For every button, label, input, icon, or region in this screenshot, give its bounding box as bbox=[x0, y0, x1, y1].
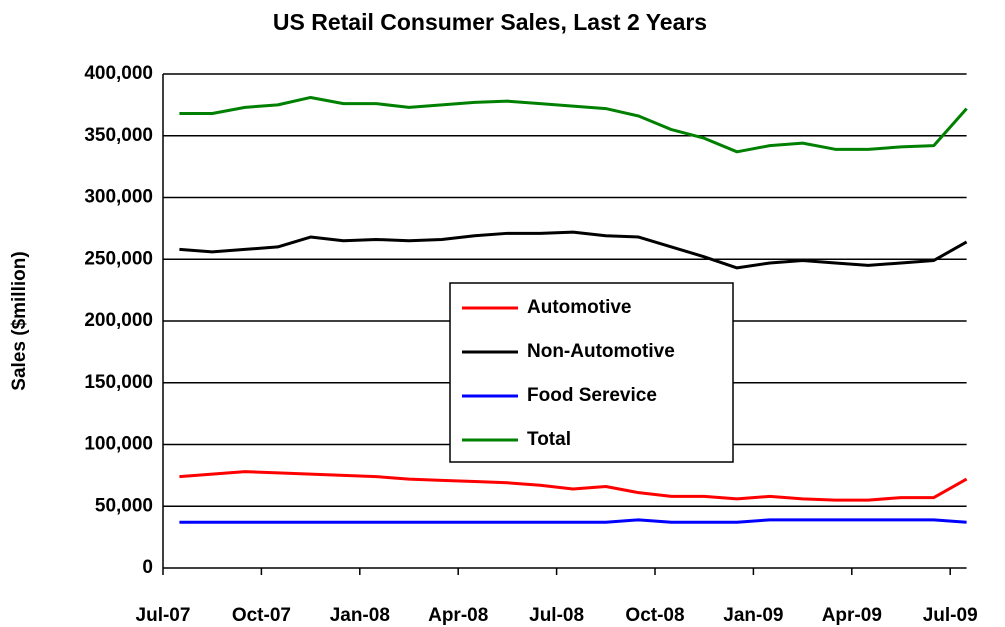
x-tick-label: Jul-08 bbox=[529, 605, 584, 626]
series-line bbox=[179, 95, 968, 154]
x-tick-label: Jul-07 bbox=[136, 605, 191, 626]
series-line bbox=[179, 518, 967, 524]
y-tick-label: 400,000 bbox=[84, 63, 153, 84]
y-tick-label: 100,000 bbox=[84, 434, 153, 455]
series-line bbox=[179, 230, 968, 270]
x-tick-label: Oct-07 bbox=[232, 605, 291, 626]
x-tick-label: Apr-08 bbox=[428, 605, 488, 626]
x-tick-label: Oct-08 bbox=[625, 605, 684, 626]
x-tick-label: Jul-09 bbox=[923, 605, 978, 626]
y-tick-label: 50,000 bbox=[95, 495, 153, 516]
y-axis-label: Sales ($million) bbox=[9, 251, 30, 390]
y-tick-label: 200,000 bbox=[84, 310, 153, 331]
legend-box bbox=[449, 282, 734, 463]
y-tick-label: 300,000 bbox=[84, 187, 153, 208]
x-tick-label: Apr-09 bbox=[822, 605, 882, 626]
x-tick-label: Jan-08 bbox=[330, 605, 390, 626]
legend-label: Non-Automotive bbox=[527, 341, 675, 362]
legend-label: Total bbox=[527, 429, 571, 450]
y-tick-label: 350,000 bbox=[84, 125, 153, 146]
y-tick-label: 0 bbox=[142, 557, 153, 578]
series-line bbox=[179, 470, 968, 502]
y-tick-label: 250,000 bbox=[84, 248, 153, 269]
legend-label: Automotive bbox=[527, 297, 632, 318]
legend-label: Food Serevice bbox=[527, 385, 657, 406]
chart-title: US Retail Consumer Sales, Last 2 Years bbox=[273, 9, 707, 35]
x-tick-label: Jan-09 bbox=[723, 605, 783, 626]
y-tick-label: 150,000 bbox=[84, 372, 153, 393]
